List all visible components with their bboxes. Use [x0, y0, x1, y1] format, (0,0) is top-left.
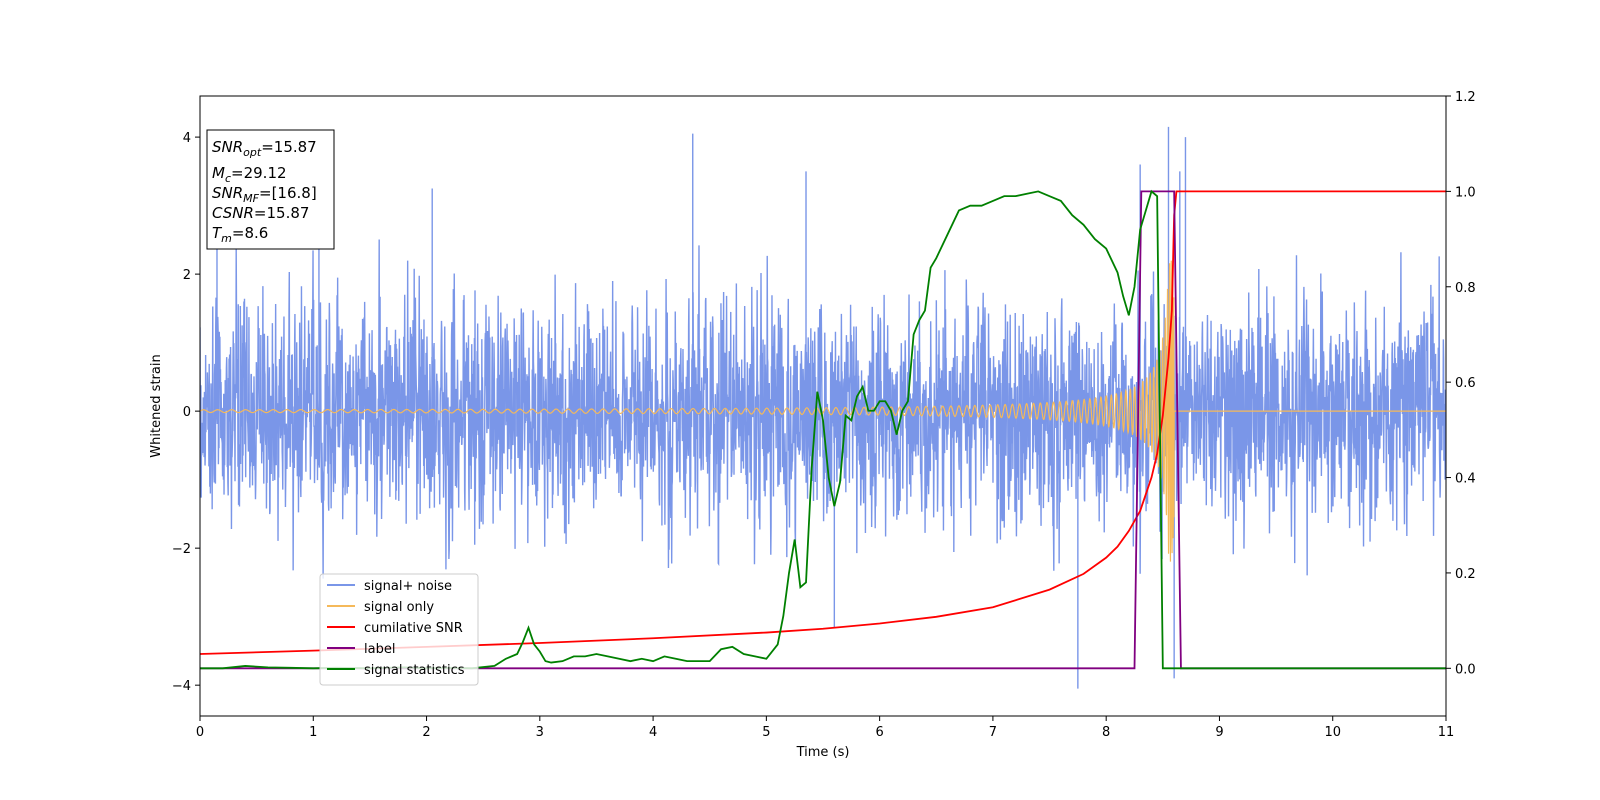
x-tick-label: 0 — [196, 725, 204, 740]
y-tick-label: 4 — [183, 131, 191, 146]
x-tick-label: 11 — [1438, 725, 1455, 740]
info-box-frame — [206, 129, 335, 250]
legend: signal+ noise signal only cumilative SNR… — [319, 573, 479, 686]
y2-tick-label: 1.2 — [1455, 90, 1476, 105]
x-tick-label: 1 — [309, 725, 317, 740]
info-snr-mf: SNRMF=[16.8] — [212, 184, 317, 205]
x-tick-label: 3 — [536, 725, 544, 740]
info-snr-opt: SNRopt=15.87 — [212, 138, 317, 159]
y-tick-label: 0 — [183, 405, 191, 420]
y-tick-label: −2 — [172, 542, 191, 557]
info-merger-time: Tm=8.6 — [212, 224, 268, 245]
cumilative-snr-line — [200, 190, 1446, 655]
legend-label-label: label — [364, 642, 395, 657]
legend-label-signal-noise: signal+ noise — [364, 579, 452, 594]
y-tick-label: −4 — [172, 679, 191, 694]
x-tick-label: 9 — [1215, 725, 1223, 740]
y2-tick-label: 0.0 — [1455, 662, 1476, 677]
info-csnr: CSNR=15.87 — [212, 204, 309, 222]
y2-tick-label: 0.8 — [1455, 281, 1476, 296]
y2-tick-label: 0.6 — [1455, 376, 1476, 391]
legend-label-signal-statistics: signal statistics — [364, 663, 465, 678]
x-tick-label: 10 — [1324, 725, 1341, 740]
x-tick-label: 2 — [422, 725, 430, 740]
y2-tick-label: 0.4 — [1455, 472, 1476, 487]
plot-frame — [199, 95, 1447, 717]
x-axis-label: Time (s) — [796, 745, 850, 760]
x-tick-label: 5 — [762, 725, 770, 740]
ticks-layer: 0 1 2 3 4 5 6 7 8 9 10 11 4 2 0 −2 −4 1.2 1.0 0.8 0.6 0.4 0.2 0… — [172, 90, 1476, 740]
legend-label-signal-only: signal only — [364, 600, 434, 615]
signal-only-line — [200, 260, 1446, 562]
legend-frame — [319, 573, 479, 686]
y2-tick-label: 1.0 — [1455, 185, 1476, 200]
series-layer — [200, 126, 1446, 689]
info-chirp-mass: Mc=29.12 — [212, 164, 287, 185]
x-tick-label: 4 — [649, 725, 657, 740]
x-tick-label: 8 — [1102, 725, 1110, 740]
x-tick-label: 7 — [989, 725, 997, 740]
y-axis-label: Whitened strain — [149, 354, 164, 457]
y-tick-label: 2 — [183, 268, 191, 283]
x-tick-label: 6 — [875, 725, 883, 740]
legend-label-cumulative-snr: cumilative SNR — [364, 621, 463, 636]
signal-statistics-line — [200, 189, 1446, 670]
info-box: SNRopt=15.87 Mc=29.12 SNRMF=[16.8] CSNR=… — [206, 129, 335, 250]
y2-tick-label: 0.2 — [1455, 567, 1476, 582]
